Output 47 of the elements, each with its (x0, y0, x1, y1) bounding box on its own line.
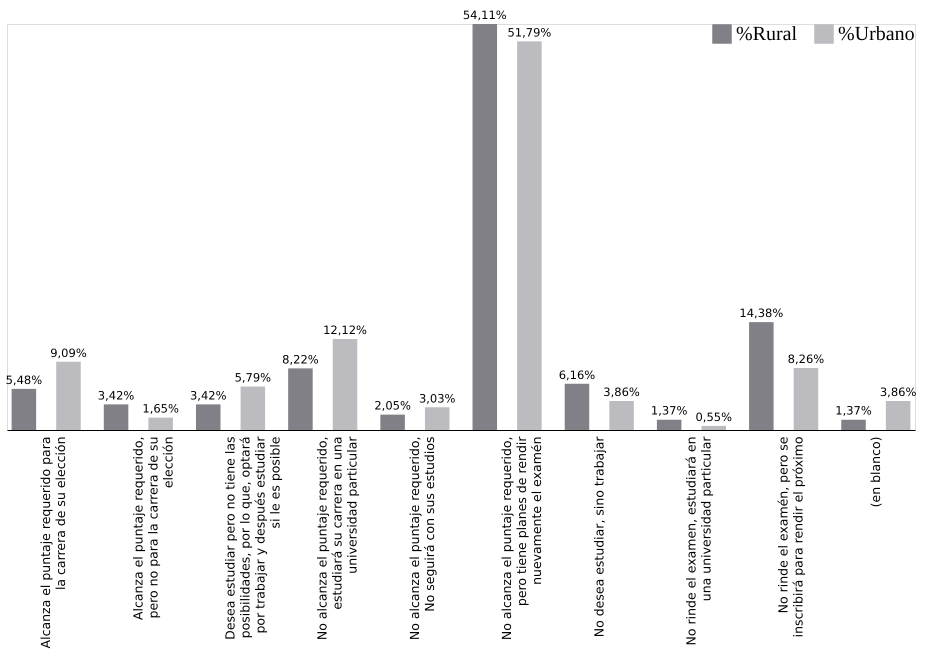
bar (196, 404, 221, 430)
bar (288, 368, 313, 430)
x-tick-label: Alcanza el puntaje requerido para la carrera de su elección (38, 436, 68, 648)
data-label: 3,42% (190, 388, 227, 402)
data-label: 6,16% (558, 368, 596, 382)
bar (148, 418, 173, 430)
bar (886, 401, 910, 430)
bar (424, 407, 450, 430)
bar (240, 386, 266, 430)
bar (517, 41, 542, 430)
bar (332, 339, 358, 430)
data-label: 12,12% (323, 323, 368, 338)
bar (656, 420, 682, 430)
bar (104, 404, 128, 430)
data-label: 51,79% (507, 25, 552, 40)
data-label: 3,86% (880, 385, 916, 400)
data-label: 0,55% (695, 410, 732, 424)
bar (841, 420, 866, 430)
data-label: 1,65% (142, 402, 179, 416)
data-label: 5,79% (234, 370, 272, 385)
x-tick-label: (en blanco) (868, 436, 883, 508)
data-label: 3,86% (603, 385, 640, 400)
data-label: 1,37% (650, 404, 688, 418)
legend-label: %Urbano (838, 23, 915, 45)
bar (794, 368, 818, 430)
x-tick-label: No desea estudiar, sino trabajar (591, 436, 606, 638)
data-label: 3,42% (98, 388, 134, 402)
bar (12, 388, 36, 430)
data-label: 2,05% (374, 398, 411, 413)
data-label: 5,48% (6, 372, 42, 387)
data-label: 14,38% (739, 306, 784, 320)
data-label: 54,11% (462, 8, 507, 22)
bar (564, 384, 590, 430)
bar (56, 362, 81, 430)
data-label: 1,37% (835, 404, 872, 418)
data-label: 8,22% (282, 352, 319, 366)
data-label: 9,09% (50, 346, 87, 360)
bar (701, 426, 726, 430)
bar (609, 401, 634, 430)
bar (749, 322, 774, 430)
bar (472, 24, 498, 430)
x-tick-label: No alcanza el puntaje requerido, pero tiene planes de rendir nuevamente el examén (499, 436, 544, 640)
data-label: 8,26% (788, 352, 824, 366)
data-label: 3,03% (418, 391, 456, 406)
x-tick-label: Alcanza el puntaje requerido, pero no para la carrera de su elección (130, 436, 176, 620)
bar (380, 414, 405, 430)
legend-label: %Rural (736, 23, 798, 45)
